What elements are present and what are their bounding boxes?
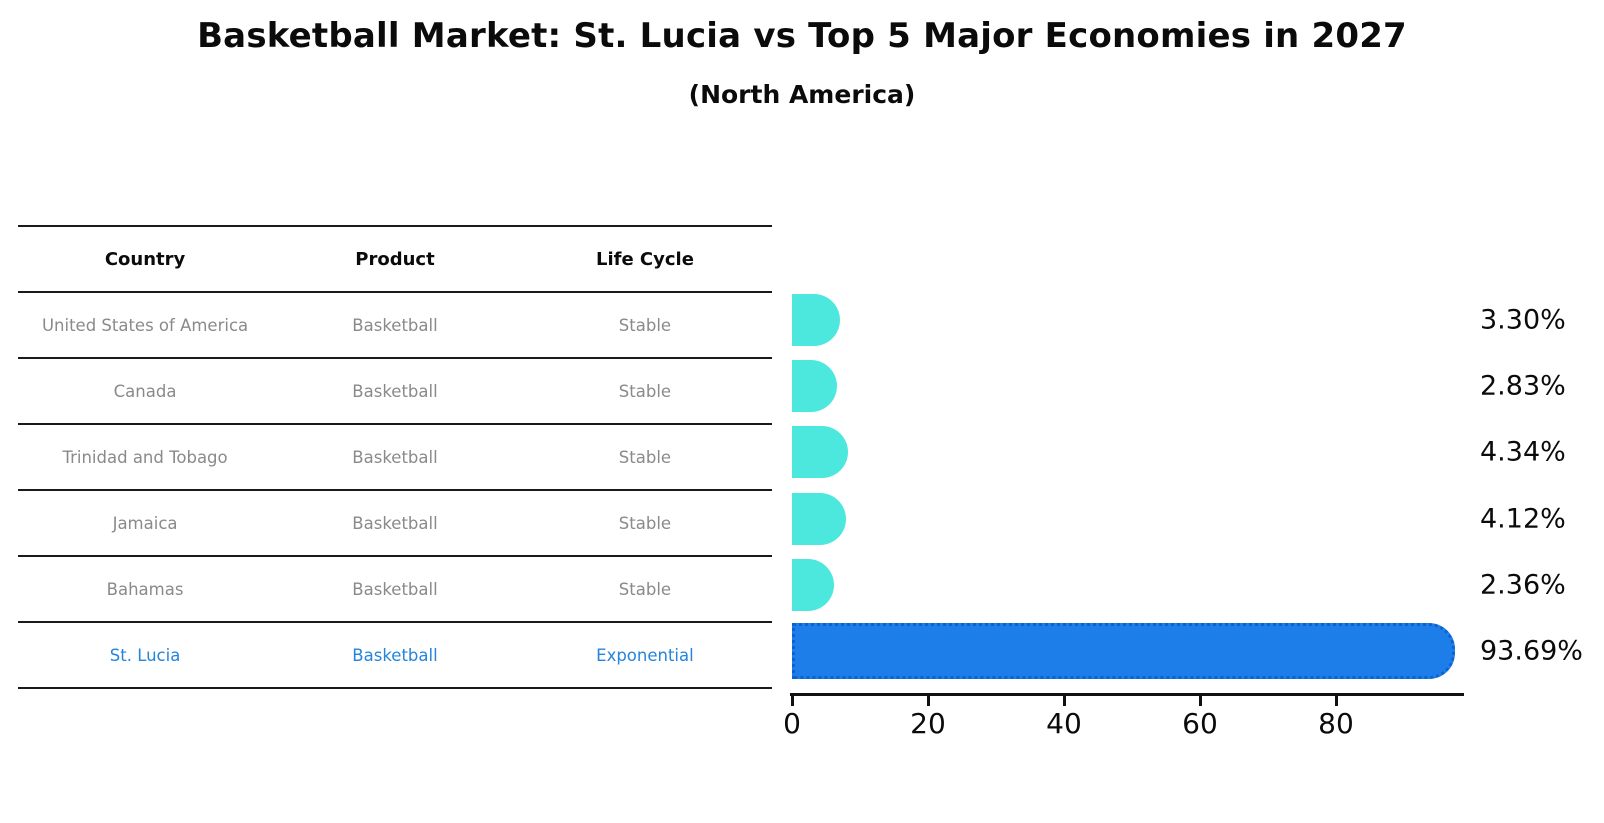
cell-country: Trinidad and Tobago <box>62 447 228 467</box>
x-tick-mark <box>1063 696 1066 706</box>
x-tick-label: 40 <box>1046 707 1082 740</box>
table-row: United States of America Basketball Stab… <box>18 291 772 357</box>
table-row: Canada Basketball Stable <box>18 357 772 423</box>
chart-subtitle: (North America) <box>688 80 916 109</box>
cell-country: Canada <box>113 381 177 401</box>
x-axis-line <box>790 693 1464 696</box>
cell-lifecycle: Exponential <box>596 645 694 665</box>
bar-bahamas <box>792 559 834 611</box>
table-row-st-lucia: St. Lucia Basketball Exponential <box>18 621 772 689</box>
value-label: 4.12% <box>1480 503 1566 535</box>
table-row: Jamaica Basketball Stable <box>18 489 772 555</box>
bar-united-states <box>792 294 840 346</box>
value-label: 3.30% <box>1480 304 1566 336</box>
cell-product: Basketball <box>352 579 438 599</box>
table-header-row: Country Product Life Cycle <box>18 225 772 291</box>
cell-lifecycle: Stable <box>618 381 672 401</box>
cell-country: Bahamas <box>106 579 184 599</box>
cell-lifecycle: Stable <box>618 513 672 533</box>
table-row: Bahamas Basketball Stable <box>18 555 772 621</box>
x-tick-mark <box>1199 696 1202 706</box>
cell-product: Basketball <box>352 645 438 665</box>
cell-country: United States of America <box>41 315 249 335</box>
cell-product: Basketball <box>352 315 438 335</box>
x-tick-mark <box>927 696 930 706</box>
column-header-country: Country <box>104 248 186 270</box>
cell-country: Jamaica <box>112 513 178 533</box>
cell-lifecycle: Stable <box>618 447 672 467</box>
cell-country: St. Lucia <box>109 645 181 665</box>
value-label: 2.83% <box>1480 370 1566 402</box>
column-header-lifecycle: Life Cycle <box>595 248 694 270</box>
x-tick-mark <box>1335 696 1338 706</box>
value-label: 2.36% <box>1480 569 1566 601</box>
cell-product: Basketball <box>352 381 438 401</box>
x-tick-label: 80 <box>1318 707 1354 740</box>
cell-product: Basketball <box>352 447 438 467</box>
cell-lifecycle: Stable <box>618 315 672 335</box>
column-header-product: Product <box>355 248 435 270</box>
bar-trinidad-tobago <box>792 426 848 478</box>
country-table: Country Product Life Cycle United States… <box>18 225 772 689</box>
x-tick-label: 60 <box>1182 707 1218 740</box>
cell-lifecycle: Stable <box>618 579 672 599</box>
bar-jamaica <box>792 493 846 545</box>
x-tick-label: 20 <box>910 707 946 740</box>
table-row: Trinidad and Tobago Basketball Stable <box>18 423 772 489</box>
value-label: 4.34% <box>1480 436 1566 468</box>
x-tick-mark <box>791 696 794 706</box>
x-tick-label: 0 <box>783 707 801 740</box>
cell-product: Basketball <box>352 513 438 533</box>
bar-st-lucia-highlight <box>792 623 1455 679</box>
bar-canada <box>792 360 837 412</box>
chart-title: Basketball Market: St. Lucia vs Top 5 Ma… <box>197 16 1407 56</box>
value-label: 93.69% <box>1480 635 1583 667</box>
